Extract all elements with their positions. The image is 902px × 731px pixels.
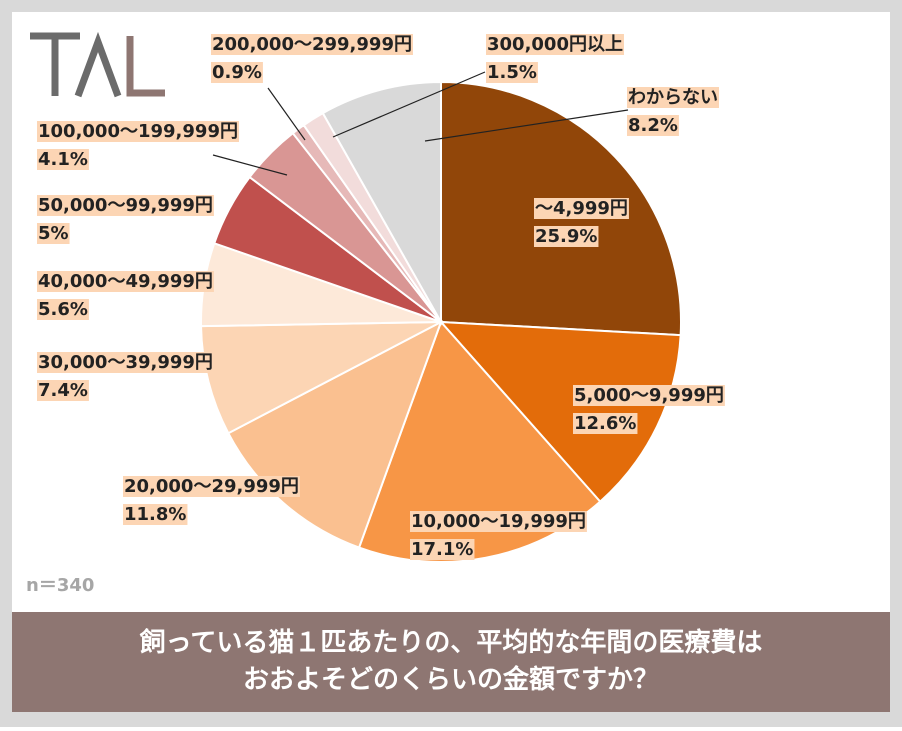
slice-label: 20,000～29,999円	[124, 476, 299, 497]
label-background	[37, 299, 89, 320]
slice-label: 100,000～199,999円	[38, 121, 238, 142]
value-label: 12.6%	[574, 413, 636, 434]
label-background	[123, 476, 300, 497]
value-label: 5%	[38, 223, 69, 244]
leader-line	[332, 71, 486, 138]
label-background	[211, 62, 263, 83]
label-background	[37, 352, 214, 373]
slice-label: 5,000～9,999円	[574, 385, 724, 406]
slice-label: ～4,999円	[535, 198, 628, 219]
value-label: 11.8%	[124, 504, 186, 525]
value-label: 17.1%	[411, 539, 473, 560]
leader-line	[424, 109, 629, 142]
pie-slice	[200, 321, 442, 435]
label-background	[37, 271, 214, 292]
label-background	[627, 115, 679, 136]
title-box	[12, 612, 890, 712]
label-background	[211, 34, 413, 55]
logo	[30, 31, 165, 98]
label-background	[573, 385, 725, 406]
label-background	[410, 539, 475, 560]
slice-label: 300,000円以上	[487, 34, 623, 55]
label-background	[37, 380, 89, 401]
label-background	[486, 62, 538, 83]
label-background	[37, 121, 239, 142]
slice-label: わからない	[628, 87, 718, 108]
value-label: 1.5%	[487, 62, 537, 83]
label-background	[534, 198, 629, 219]
leader-line	[212, 154, 288, 176]
chart-title: おおよそどのくらいの金額ですか？	[243, 664, 659, 695]
pie-slice	[321, 80, 442, 326]
value-label: 7.4%	[38, 380, 88, 401]
label-background	[573, 413, 638, 434]
label-background	[37, 195, 214, 216]
leader-line	[267, 87, 306, 141]
label-background	[37, 149, 89, 170]
slice-label: 200,000～299,999円	[212, 34, 412, 55]
label-background	[410, 511, 587, 532]
value-label: 8.2%	[628, 115, 678, 136]
pie-slice	[438, 320, 682, 504]
label-background	[123, 504, 188, 525]
label-background	[486, 34, 624, 55]
value-label: 4.1%	[38, 149, 88, 170]
value-label: 5.6%	[38, 299, 88, 320]
label-background	[534, 226, 599, 247]
value-label: 0.9%	[212, 62, 262, 83]
slice-label: 50,000～99,999円	[38, 195, 213, 216]
sample-size: n＝340	[26, 575, 94, 596]
label-background	[37, 223, 70, 244]
value-label: 25.9%	[535, 226, 597, 247]
label-background	[627, 87, 719, 108]
slice-label: 10,000～19,999円	[411, 511, 586, 532]
slice-label: 40,000～49,999円	[38, 271, 213, 292]
slice-label: 30,000～39,999円	[38, 352, 213, 373]
chart-title: 飼っている猫１匹あたりの、平均的な年間の医療費は	[140, 627, 763, 658]
